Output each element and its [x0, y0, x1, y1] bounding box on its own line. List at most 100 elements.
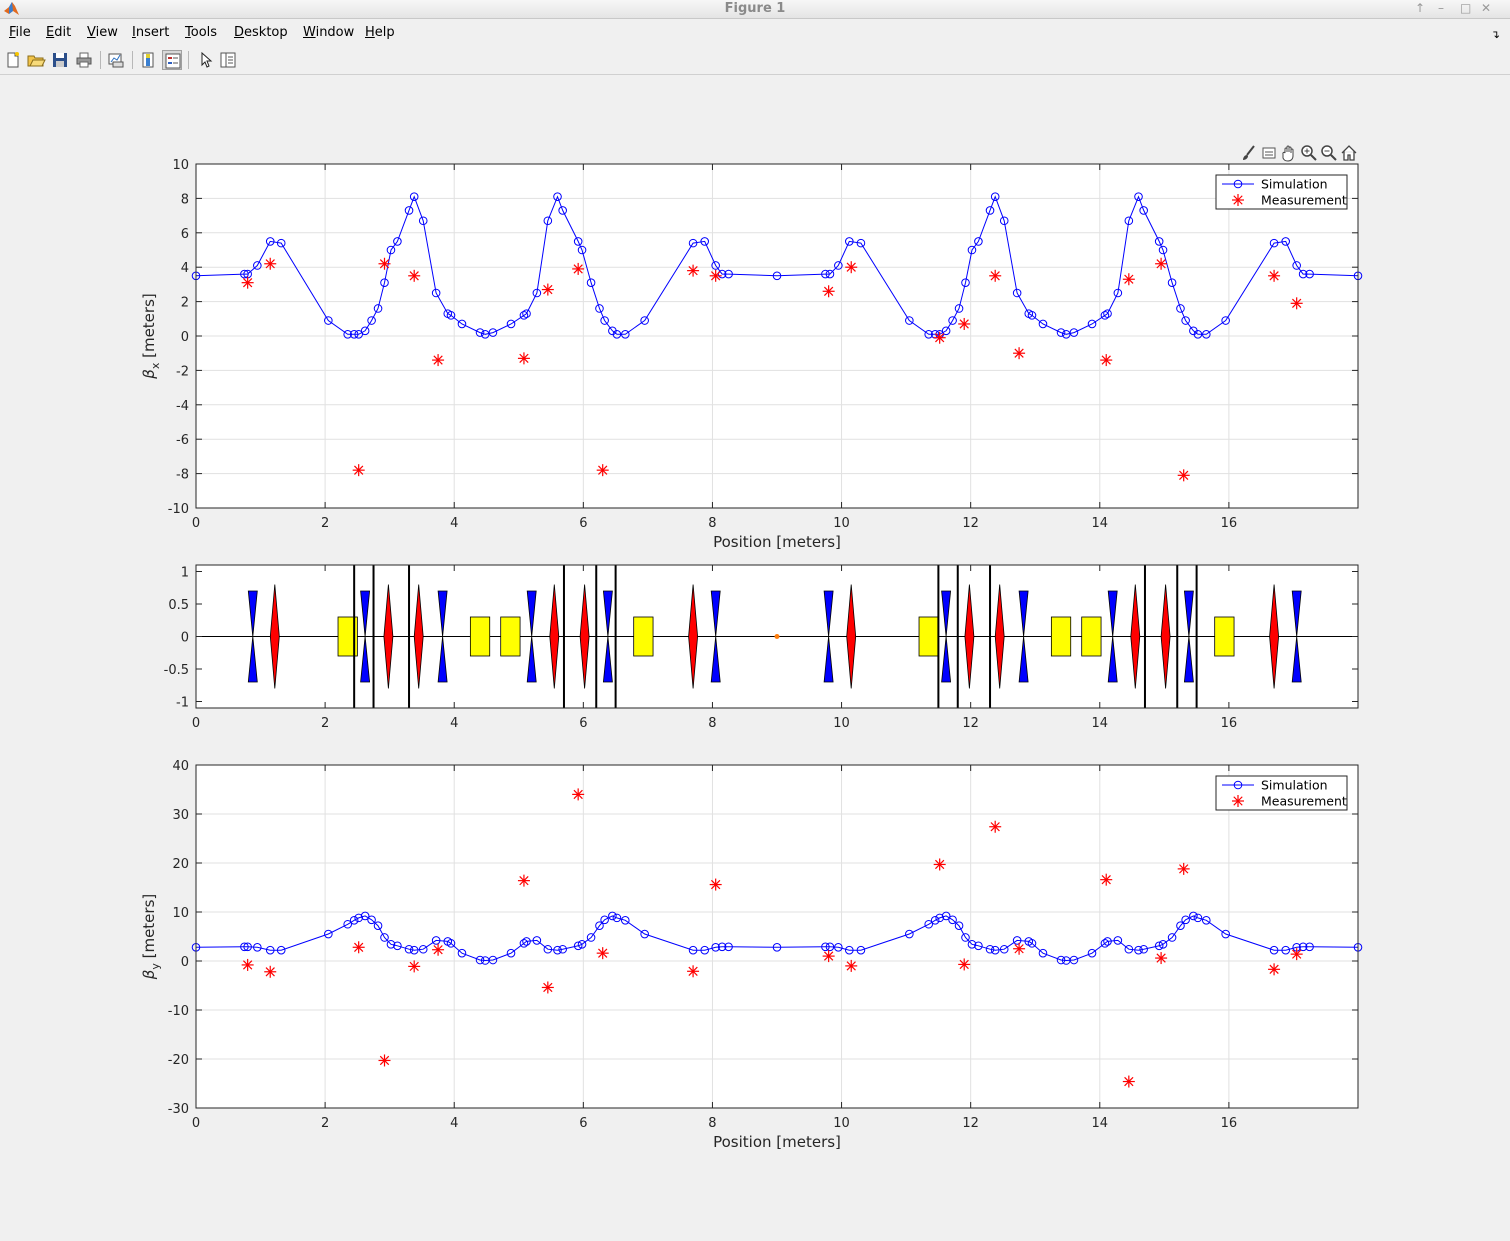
simulation-point: [1100, 939, 1110, 948]
measurement-point: [241, 958, 254, 971]
zoom-out-icon[interactable]: [1320, 144, 1338, 162]
property-inspector-icon[interactable]: [218, 50, 238, 70]
measurement-point: [408, 269, 421, 282]
measurement-point: [1268, 963, 1281, 976]
focusing-quadrupole: [549, 584, 560, 689]
menu-tools[interactable]: Tools: [185, 25, 217, 40]
simulation-point: [772, 271, 782, 281]
measurement-star-stroke: [379, 259, 390, 269]
y-tick-label: -1: [176, 696, 189, 711]
legend-simulation-marker: [1233, 179, 1243, 189]
measurement-point: [378, 257, 391, 270]
home-icon[interactable]: [1340, 144, 1358, 162]
x-tick-label: 16: [1221, 516, 1238, 531]
simulation-point: [856, 238, 866, 248]
measurement-star-stroke: [543, 982, 553, 993]
measurement-point: [1290, 297, 1303, 310]
save-icon[interactable]: [50, 50, 70, 70]
colorbar-icon[interactable]: [138, 50, 158, 70]
menu-mnemonic: T: [185, 25, 191, 40]
new-figure-icon[interactable]: [3, 50, 23, 70]
x-tick-label: 0: [192, 716, 200, 731]
simulation-point: [1201, 916, 1211, 925]
simulation-point: [1134, 945, 1143, 955]
menu-view[interactable]: View: [87, 25, 118, 40]
simulation-point: [1027, 311, 1037, 320]
legend-icon[interactable]: [162, 50, 182, 70]
menu-bar: File Edit View Insert Tools Desktop Window Help: [0, 22, 1510, 44]
simulation-point: [265, 237, 275, 246]
menu-file[interactable]: File: [9, 25, 31, 40]
simulation-point: [380, 278, 389, 287]
legend-entry-label: Simulation: [1261, 778, 1328, 793]
y-tick-label: 0: [181, 631, 189, 646]
simulation-line: [195, 195, 1359, 335]
menu-desktop[interactable]: Desktop: [234, 25, 288, 40]
close-icon[interactable]: ✕: [1481, 1, 1492, 15]
measurement-point: [241, 276, 254, 289]
menu-help[interactable]: Help: [365, 25, 395, 40]
minimize-icon[interactable]: –: [1438, 1, 1444, 15]
measurement-star-stroke: [598, 948, 608, 958]
y-tick-label: 0.5: [168, 598, 189, 613]
menu-label-rest: nsert: [135, 25, 170, 40]
menu-edit[interactable]: Edit: [46, 25, 71, 40]
dock-icon[interactable]: ↴: [1490, 28, 1500, 41]
y-tick-label: 40: [172, 759, 189, 774]
menu-label-rest: iew: [95, 25, 118, 40]
menu-insert[interactable]: Insert: [132, 25, 169, 40]
x-tick-label: 0: [192, 516, 200, 531]
measurement-point: [1177, 862, 1190, 875]
menu-window[interactable]: Window: [303, 25, 354, 40]
simulation-point: [717, 269, 727, 279]
y-axis-label: βy [meters]: [140, 894, 162, 981]
pan-icon[interactable]: [1280, 144, 1298, 162]
simulation-point: [349, 329, 359, 339]
simulation-point: [488, 328, 498, 337]
menu-mnemonic: W: [303, 25, 316, 40]
measurement-point: [1232, 795, 1244, 807]
measurement-star-stroke: [265, 967, 275, 977]
focusing-quadrupole: [1160, 584, 1171, 689]
edit-plot-icon[interactable]: [196, 50, 216, 70]
zoom-in-icon[interactable]: [1300, 144, 1318, 162]
y-axis-label-unit: [meters]: [140, 293, 158, 362]
dipole-magnet: [1050, 616, 1072, 657]
simulation-point: [253, 942, 262, 952]
simulation-point: [1100, 311, 1110, 320]
simulation-point: [404, 206, 414, 215]
y-tick-label: 20: [172, 857, 189, 872]
open-file-icon[interactable]: [26, 50, 46, 70]
y-tick-label: 4: [181, 261, 189, 276]
measurement-star-stroke: [265, 259, 275, 269]
maximize-icon[interactable]: □: [1460, 1, 1472, 15]
simulation-point: [961, 933, 970, 942]
measurement-star-stroke: [1269, 271, 1279, 281]
simulation-point: [409, 945, 419, 955]
y-tick-label: -30: [168, 1102, 189, 1117]
simulation-point: [640, 316, 649, 325]
simulation-point: [620, 329, 630, 339]
link-plot-icon[interactable]: [106, 50, 126, 70]
measurement-point: [352, 941, 365, 954]
menu-label-rest: ools: [190, 25, 218, 40]
simulation-point: [373, 304, 383, 313]
measurement-point: [1013, 347, 1026, 360]
print-icon[interactable]: [74, 50, 94, 70]
measurement-point: [822, 285, 835, 298]
menu-mnemonic: D: [234, 25, 245, 40]
brush-icon[interactable]: [1240, 144, 1258, 162]
simulation-point: [821, 942, 830, 952]
simulation-point: [404, 944, 414, 954]
simulation-point: [1038, 948, 1048, 958]
simulation-point: [985, 206, 995, 215]
simulation-point: [480, 329, 490, 339]
pin-icon[interactable]: ↑: [1415, 1, 1426, 15]
data-tips-icon[interactable]: [1260, 144, 1278, 162]
simulation-point: [620, 916, 630, 925]
simulation-point: [386, 245, 396, 255]
y-tick-label: 30: [172, 808, 189, 823]
simulation-point: [386, 940, 396, 949]
simulation-point: [1139, 944, 1148, 954]
